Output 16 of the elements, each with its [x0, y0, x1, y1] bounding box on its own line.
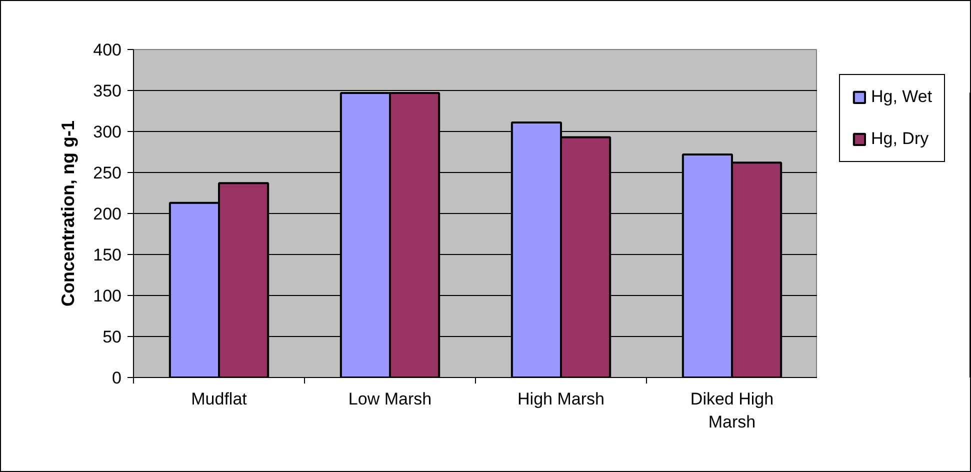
legend-label: Hg, Dry [871, 129, 929, 149]
y-tick-label: 300 [93, 122, 122, 142]
y-tick-label: 350 [93, 82, 122, 100]
y-axis-title: Concentration, ng g-1 [58, 120, 78, 306]
y-tick-label: 200 [93, 204, 122, 224]
x-tick-label: Mudflat [191, 390, 248, 408]
y-tick-label: 400 [93, 40, 122, 60]
x-tick-label: Low Marsh [348, 390, 432, 408]
y-tick-label: 100 [93, 286, 122, 306]
y-tick-label: 150 [93, 246, 122, 264]
y-tick-label: 0 [112, 368, 122, 388]
legend-label: Hg, Wet [871, 87, 932, 107]
y-tick-label: 50 [102, 328, 122, 346]
y-tick-label: 250 [93, 164, 122, 182]
x-tick-label: Diked High Marsh [690, 390, 774, 432]
x-tick-label: High Marsh [518, 390, 604, 408]
